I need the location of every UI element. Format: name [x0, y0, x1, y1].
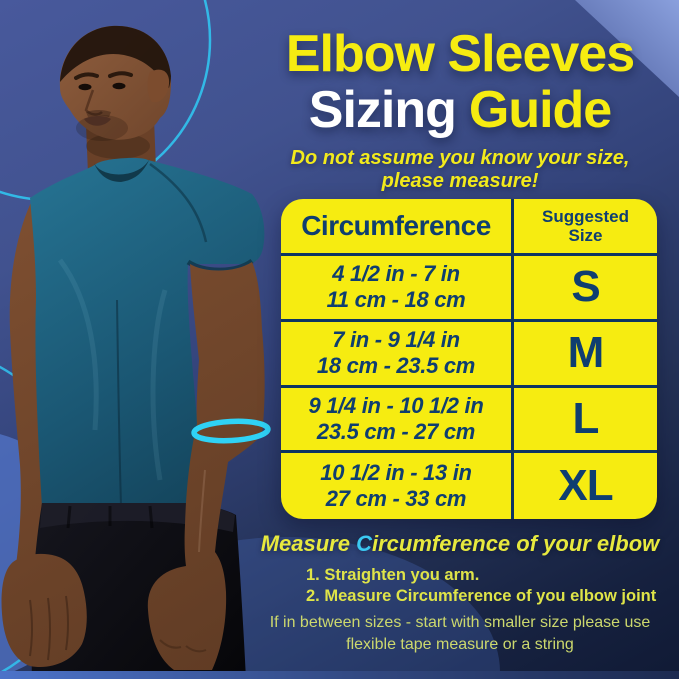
range-cm: 18 cm - 23.5 cm	[316, 353, 476, 379]
bottom-accent-strip	[0, 671, 679, 679]
table-row-circumference: 9 1/4 in - 10 1/2 in 23.5 cm - 27 cm	[281, 387, 514, 454]
model-left-hand	[1, 553, 87, 668]
table-row-circumference: 7 in - 9 1/4 in 18 cm - 23.5 cm	[281, 321, 514, 388]
size-value: XL	[558, 461, 613, 511]
page-title-guide: Guide	[468, 81, 612, 139]
note-line2: flexible tape measure or a string	[346, 636, 574, 653]
range-cm: 11 cm - 18 cm	[326, 287, 466, 313]
step-2: 2. Measure Circumference of you elbow jo…	[306, 587, 657, 605]
model-hair	[60, 25, 171, 88]
model-eye-left	[78, 83, 92, 91]
range-inches: 4 1/2 in - 7 in	[332, 261, 460, 287]
range-cm: 23.5 cm - 27 cm	[316, 418, 476, 444]
model-ear	[147, 69, 170, 103]
model-right-arm	[147, 262, 265, 670]
range-inches: 7 in - 9 1/4 in	[332, 327, 460, 353]
table-row-size: XL	[514, 453, 657, 519]
model-shirt	[30, 157, 265, 508]
table-row-circumference: 4 1/2 in - 7 in 11 cm - 18 cm	[281, 256, 514, 322]
between-sizes-note: If in between sizes - start with smaller…	[237, 612, 679, 656]
range-cm: 27 cm - 33 cm	[325, 486, 467, 512]
subtitle-line1: Do not assume you know your size,	[290, 147, 630, 169]
elbow-measure-ring	[191, 418, 271, 444]
range-inches: 10 1/2 in - 13 in	[320, 460, 472, 486]
column-header-suggested-size: Suggested Size	[514, 199, 657, 256]
measure-steps: 1. Straighten you arm. 2. Measure Circum…	[306, 565, 656, 607]
corner-wedge	[575, 0, 679, 97]
page-title-line1: Elbow Sleeves	[285, 25, 635, 83]
page-title-line2: Sizing Guide	[240, 82, 679, 138]
column-header-circumference: Circumference	[281, 199, 514, 256]
note-line1: If in between sizes - start with smaller…	[269, 614, 651, 631]
size-value: L	[572, 393, 600, 443]
model-collar	[94, 158, 150, 182]
range-inches: 9 1/4 in - 10 1/2 in	[308, 392, 484, 418]
step-1: 1. Straighten you arm.	[306, 566, 480, 584]
measure-heading-cap: C	[356, 531, 372, 556]
page-title-sizing: Sizing	[308, 81, 457, 139]
measure-heading-prefix: Measure	[260, 531, 357, 556]
model-lips	[84, 116, 111, 126]
subtitle-line2: please measure!	[381, 170, 539, 192]
measure-heading: Measure Circumference of your elbow	[237, 531, 679, 557]
table-row-size: M	[514, 322, 657, 388]
table-row-size: L	[514, 388, 657, 454]
table-row-circumference: 10 1/2 in - 13 in 27 cm - 33 cm	[281, 453, 514, 519]
model-eye-right	[112, 82, 126, 90]
measure-heading-rest: ircumference of your elbow	[371, 531, 660, 556]
size-value: S	[571, 262, 600, 312]
sizing-table: Circumference Suggested Size 4 1/2 in - …	[281, 199, 657, 519]
table-row-size: S	[514, 256, 657, 322]
size-value: M	[567, 328, 605, 378]
